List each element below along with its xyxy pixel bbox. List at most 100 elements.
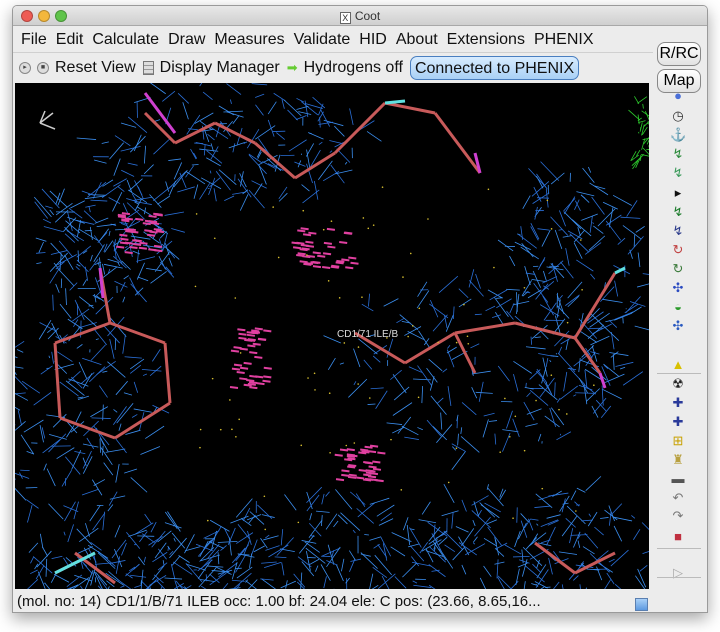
colour-flag-icon[interactable]: ■: [674, 529, 682, 544]
density-mesh-line: [77, 556, 88, 567]
delete-icon[interactable]: ▬: [671, 471, 685, 486]
density-mesh-line: [267, 101, 277, 115]
molecule-graphics-canvas[interactable]: CD1/71 ILE/B: [15, 83, 649, 589]
density-mesh-line: [261, 514, 275, 518]
more-arrow-icon[interactable]: ▸: [674, 185, 682, 200]
contact-dot: [195, 213, 198, 215]
menu-hid[interactable]: HID: [359, 30, 387, 48]
density-mesh-line: [125, 209, 140, 220]
density-mesh-line: [48, 433, 67, 440]
density-mesh-line: [335, 564, 344, 582]
density-mesh-line: [367, 403, 376, 405]
density-mesh-line: [353, 348, 361, 368]
display-manager-button[interactable]: Display Manager: [142, 59, 280, 77]
density-mesh-line: [605, 220, 622, 241]
flip-peptide-icon[interactable]: ✣: [672, 280, 684, 295]
density-mesh-line: [577, 227, 581, 237]
density-mesh-line: [158, 548, 167, 560]
menu-file[interactable]: File: [21, 30, 47, 48]
menu-extensions[interactable]: Extensions: [446, 30, 525, 48]
molecule-scene[interactable]: [15, 83, 649, 589]
reset-view-button[interactable]: Reset View: [55, 59, 136, 76]
density-mesh-line: [67, 211, 73, 231]
density-mesh-line: [39, 533, 44, 549]
clock-icon[interactable]: ◷: [672, 108, 684, 123]
density-mesh-line: [206, 157, 221, 167]
difference-map-line: [637, 114, 640, 125]
density-mesh-line: [89, 504, 101, 522]
density-mesh-line: [43, 463, 47, 471]
add-atom-icon[interactable]: ▲: [671, 357, 685, 372]
side-chain-180-icon[interactable]: ◒: [674, 299, 682, 314]
minimize-button[interactable]: [38, 10, 50, 22]
rotamer-icon[interactable]: ↻: [672, 242, 684, 257]
density-mesh-line: [228, 587, 241, 589]
residue-bond: [54, 321, 111, 345]
difference-map-line: [636, 149, 641, 156]
toolbar-arrow-icon[interactable]: ▸: [19, 62, 31, 74]
density-mesh-line: [71, 376, 83, 389]
menu-about[interactable]: About: [395, 30, 438, 48]
hydrogens-button[interactable]: ➡ Hydrogens off: [286, 59, 403, 76]
density-mesh-line: [319, 116, 321, 128]
play-icon[interactable]: ▷: [673, 565, 683, 580]
menu-edit[interactable]: Edit: [55, 30, 84, 48]
contact-dot: [272, 206, 274, 208]
menu-calculate[interactable]: Calculate: [92, 30, 160, 48]
density-mesh-line: [257, 154, 278, 166]
add-terminal-residue-icon[interactable]: ✚: [672, 395, 684, 410]
rrc-button[interactable]: R/RC: [657, 42, 701, 66]
density-mesh-line: [84, 195, 104, 200]
density-mesh-line: [325, 513, 338, 530]
density-mesh-line: [123, 275, 129, 280]
density-mesh-line: [409, 545, 425, 562]
menu-validate[interactable]: Validate: [293, 30, 351, 48]
rotate-residue-icon[interactable]: ↯: [672, 223, 684, 238]
real-space-refine-icon[interactable]: ↯: [672, 165, 684, 180]
contact-dot: [211, 377, 214, 380]
undo-icon[interactable]: ↶: [672, 490, 684, 505]
contact-dot: [467, 342, 470, 345]
density-mesh-line: [102, 263, 106, 275]
contact-dot: [243, 383, 252, 387]
place-atom-icon[interactable]: ♜: [672, 452, 684, 467]
density-mesh-line: [580, 331, 598, 343]
redo-icon[interactable]: ↷: [672, 508, 684, 523]
density-mesh-line: [323, 335, 341, 344]
add-residue-icon[interactable]: ✚: [672, 414, 684, 429]
density-mesh-line: [525, 382, 527, 388]
menu-draw[interactable]: Draw: [168, 30, 206, 48]
density-mesh-line: [120, 223, 127, 226]
density-mesh-line: [602, 298, 623, 303]
residue-bond-hetero: [143, 92, 177, 134]
mutate-icon[interactable]: ✣: [672, 318, 684, 333]
add-alt-conf-icon[interactable]: ⊞: [672, 433, 684, 448]
phenix-connection-button[interactable]: Connected to PHENIX: [409, 56, 580, 80]
rigid-body-fit-icon[interactable]: ↯: [672, 146, 684, 161]
density-mesh-line: [404, 436, 419, 440]
rotate-translate-icon[interactable]: ●: [674, 88, 682, 103]
density-mesh-line: [579, 584, 581, 589]
density-mesh-line: [44, 582, 51, 589]
torsion-icon[interactable]: ↻: [672, 261, 684, 276]
density-mesh-line: [69, 282, 78, 291]
menu-phenix[interactable]: PHENIX: [533, 30, 594, 48]
density-mesh-line: [75, 411, 82, 423]
density-mesh-line: [97, 552, 116, 569]
menu-measures[interactable]: Measures: [214, 30, 285, 48]
density-mesh-line: [530, 226, 539, 241]
density-mesh-line: [287, 109, 298, 121]
density-mesh-line: [513, 555, 530, 558]
contact-dot: [322, 252, 332, 256]
zoom-button[interactable]: [55, 10, 67, 22]
separator: [657, 373, 701, 374]
map-button[interactable]: Map: [657, 69, 701, 93]
close-button[interactable]: [21, 10, 33, 22]
density-mesh-line: [248, 189, 265, 209]
toolbar-stop-icon[interactable]: ■: [37, 62, 49, 74]
contact-dot: [148, 214, 157, 218]
regularize-icon[interactable]: ↯: [672, 204, 684, 219]
radiation-icon[interactable]: ☢: [672, 376, 684, 391]
density-mesh-line: [133, 134, 142, 152]
anchor-icon[interactable]: ⚓: [670, 127, 687, 142]
